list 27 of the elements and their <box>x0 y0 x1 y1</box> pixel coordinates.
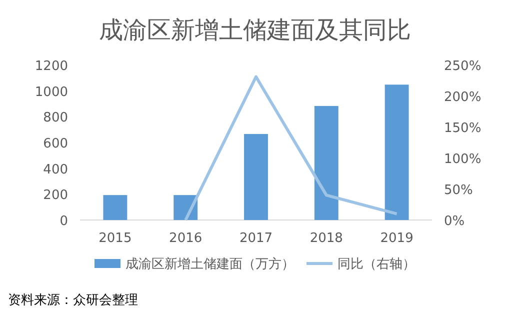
x-tick-label: 2018 <box>310 231 343 246</box>
y-tick-label: 400 <box>43 162 68 178</box>
y-tick-label: 600 <box>43 136 68 152</box>
x-tick-label: 2019 <box>380 231 414 246</box>
legend-label: 成渝区新增土储建面（万方） <box>126 256 294 272</box>
bar <box>244 134 268 220</box>
x-tick-label: 2015 <box>98 231 132 246</box>
y2-tick-label: 150% <box>444 121 482 136</box>
y2-tick-label: 0% <box>444 214 465 229</box>
legend-label: 同比（右轴） <box>338 257 416 272</box>
y-tick-label: 0 <box>60 214 68 229</box>
x-tick-label: 2016 <box>169 231 202 246</box>
bar <box>314 106 338 220</box>
x-tick-label: 2017 <box>239 231 273 246</box>
line-series <box>184 75 398 222</box>
y2-tick-label: 100% <box>444 152 482 167</box>
bar <box>103 195 128 220</box>
chart-title: 成渝区新增土储建面及其同比 <box>99 16 411 44</box>
y-tick-label: 800 <box>43 110 68 126</box>
y2-tick-label: 50% <box>444 183 473 198</box>
y-tick-label: 1000 <box>34 84 68 100</box>
text: 资料来源：众研会整理 <box>8 293 138 308</box>
bar <box>384 84 409 220</box>
y2-tick-label: 250% <box>444 59 482 74</box>
y-tick-label: 200 <box>43 188 68 204</box>
y-tick-label: 1200 <box>34 59 68 74</box>
y2-tick-label: 200% <box>444 90 482 105</box>
